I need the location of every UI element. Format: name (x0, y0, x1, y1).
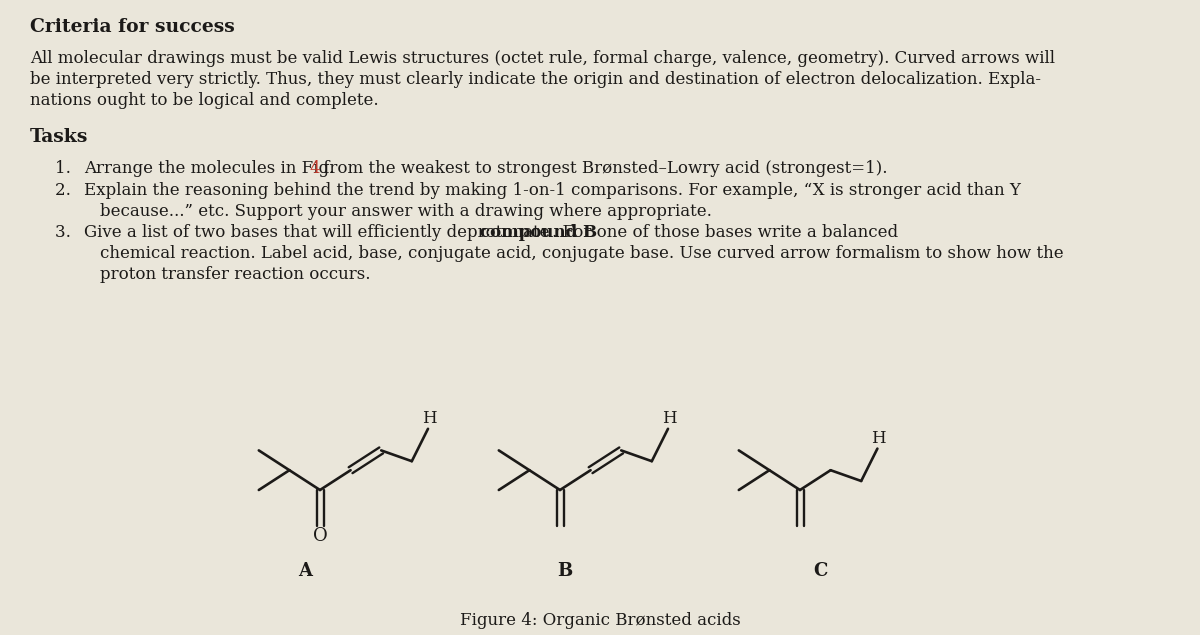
Text: . For one of those bases write a balanced: . For one of those bases write a balance… (552, 224, 898, 241)
Text: B: B (557, 562, 572, 580)
Text: Criteria for success: Criteria for success (30, 18, 235, 36)
Text: be interpreted very strictly. Thus, they must clearly indicate the origin and de: be interpreted very strictly. Thus, they… (30, 71, 1042, 88)
Text: proton transfer reaction occurs.: proton transfer reaction occurs. (100, 266, 371, 283)
Text: Give a list of two bases that will efficiently deprotonate: Give a list of two bases that will effic… (84, 224, 554, 241)
Text: O: O (313, 527, 328, 545)
Text: A: A (298, 562, 312, 580)
Text: Tasks: Tasks (30, 128, 89, 146)
Text: from the weakest to strongest Brønsted–Lowry acid (strongest=1).: from the weakest to strongest Brønsted–L… (318, 160, 887, 177)
Text: Explain the reasoning behind the trend by making 1-on-1 comparisons. For example: Explain the reasoning behind the trend b… (84, 182, 1021, 199)
Text: 4: 4 (310, 160, 320, 177)
Text: All molecular drawings must be valid Lewis structures (octet rule, formal charge: All molecular drawings must be valid Lew… (30, 50, 1055, 67)
Text: nations ought to be logical and complete.: nations ought to be logical and complete… (30, 92, 379, 109)
Text: Figure 4: Organic Brønsted acids: Figure 4: Organic Brønsted acids (460, 612, 740, 629)
Text: H: H (871, 430, 886, 447)
Text: H: H (661, 410, 677, 427)
Text: chemical reaction. Label acid, base, conjugate acid, conjugate base. Use curved : chemical reaction. Label acid, base, con… (100, 245, 1063, 262)
Text: 2.: 2. (55, 182, 88, 199)
Text: compound B: compound B (480, 224, 598, 241)
Text: C: C (812, 562, 827, 580)
Text: 1.: 1. (55, 160, 88, 177)
Text: because...” etc. Support your answer with a drawing where appropriate.: because...” etc. Support your answer wit… (100, 203, 712, 220)
Text: 3.: 3. (55, 224, 88, 241)
Text: Arrange the molecules in Fig.: Arrange the molecules in Fig. (84, 160, 340, 177)
Text: H: H (421, 410, 437, 427)
